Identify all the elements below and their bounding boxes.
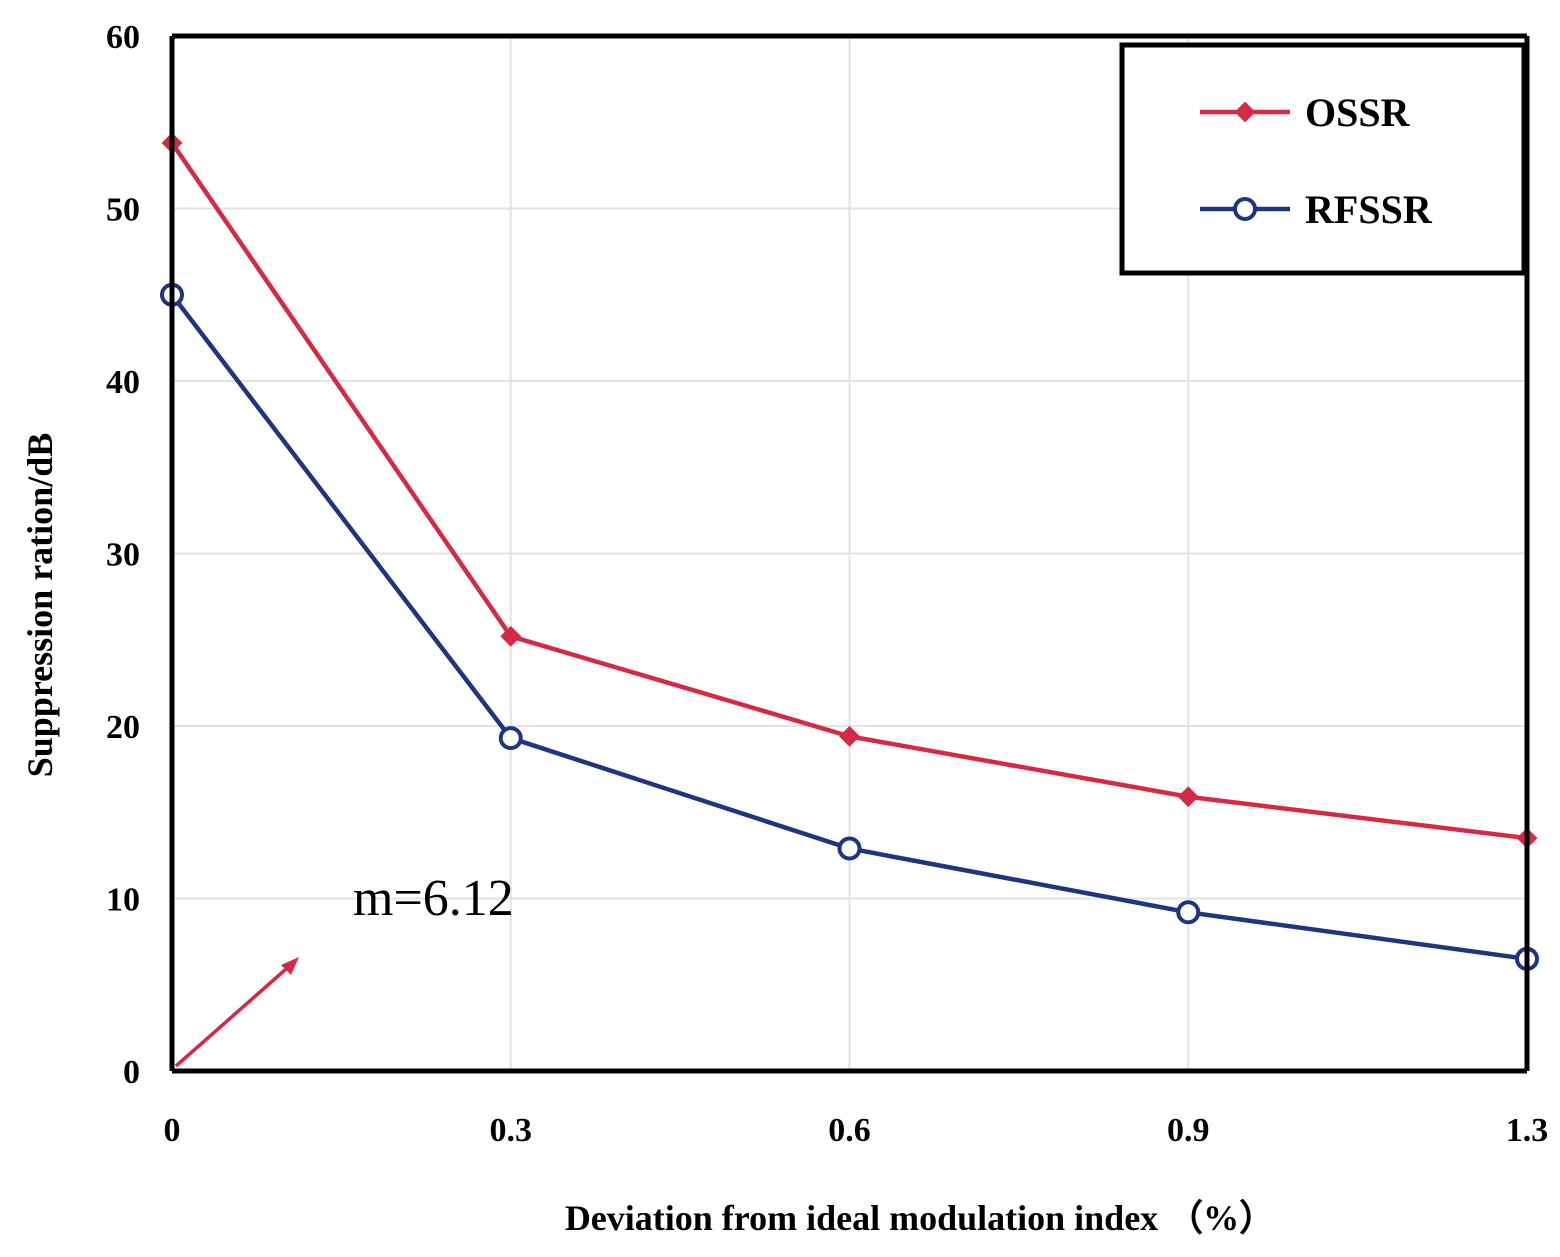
x-tick-label-4: 1.3 — [1506, 1112, 1549, 1149]
point-ossr-1 — [500, 625, 522, 647]
plot-frame — [169, 33, 1530, 1074]
annotation: m=6.12 — [174, 870, 514, 1068]
y-axis-ticks: 0 10 20 30 40 50 60 — [106, 19, 140, 1091]
legend-label-rfssr: RFSSR — [1305, 187, 1433, 232]
legend: OSSR RFSSR — [1119, 42, 1527, 276]
x-tick-label-3: 0.9 — [1167, 1112, 1210, 1149]
point-ossr-3 — [1177, 786, 1199, 808]
y-tick-label-6: 60 — [106, 19, 140, 56]
x-tick-label-1: 0.3 — [490, 1112, 533, 1149]
y-tick-label-0: 0 — [123, 1054, 140, 1091]
point-rfssr-2 — [837, 836, 862, 861]
y-tick-label-2: 20 — [106, 709, 140, 746]
y-tick-label-4: 40 — [106, 364, 140, 401]
y-tick-label-3: 30 — [106, 537, 140, 574]
point-ossr-2 — [839, 725, 860, 747]
legend-entry-ossr: OSSR — [1200, 90, 1411, 135]
legend-box — [1119, 42, 1527, 276]
point-rfssr-3 — [1176, 900, 1201, 925]
grid-lines — [172, 36, 1527, 1071]
y-tick-label-1: 10 — [106, 882, 140, 919]
annotation-label: m=6.12 — [353, 870, 514, 927]
x-tick-label-0: 0 — [164, 1112, 181, 1149]
legend-marker-rfssr — [1233, 197, 1257, 221]
legend-label-ossr: OSSR — [1305, 90, 1411, 135]
x-axis-ticks: 0 0.3 0.6 0.9 1.3 — [164, 1112, 1549, 1149]
annotation-arrow-shaft — [174, 960, 296, 1068]
legend-marker-ossr — [1234, 101, 1256, 123]
y-tick-label-5: 50 — [106, 192, 140, 229]
annotation-arrow-head — [281, 957, 299, 975]
x-axis-title: Deviation from ideal modulation index （%… — [565, 1198, 1275, 1238]
legend-entry-rfssr: RFSSR — [1200, 187, 1433, 232]
x-tick-label-2: 0.6 — [828, 1112, 871, 1149]
point-rfssr-1 — [498, 726, 523, 751]
y-axis-title: Suppression ration/dB — [20, 433, 60, 777]
